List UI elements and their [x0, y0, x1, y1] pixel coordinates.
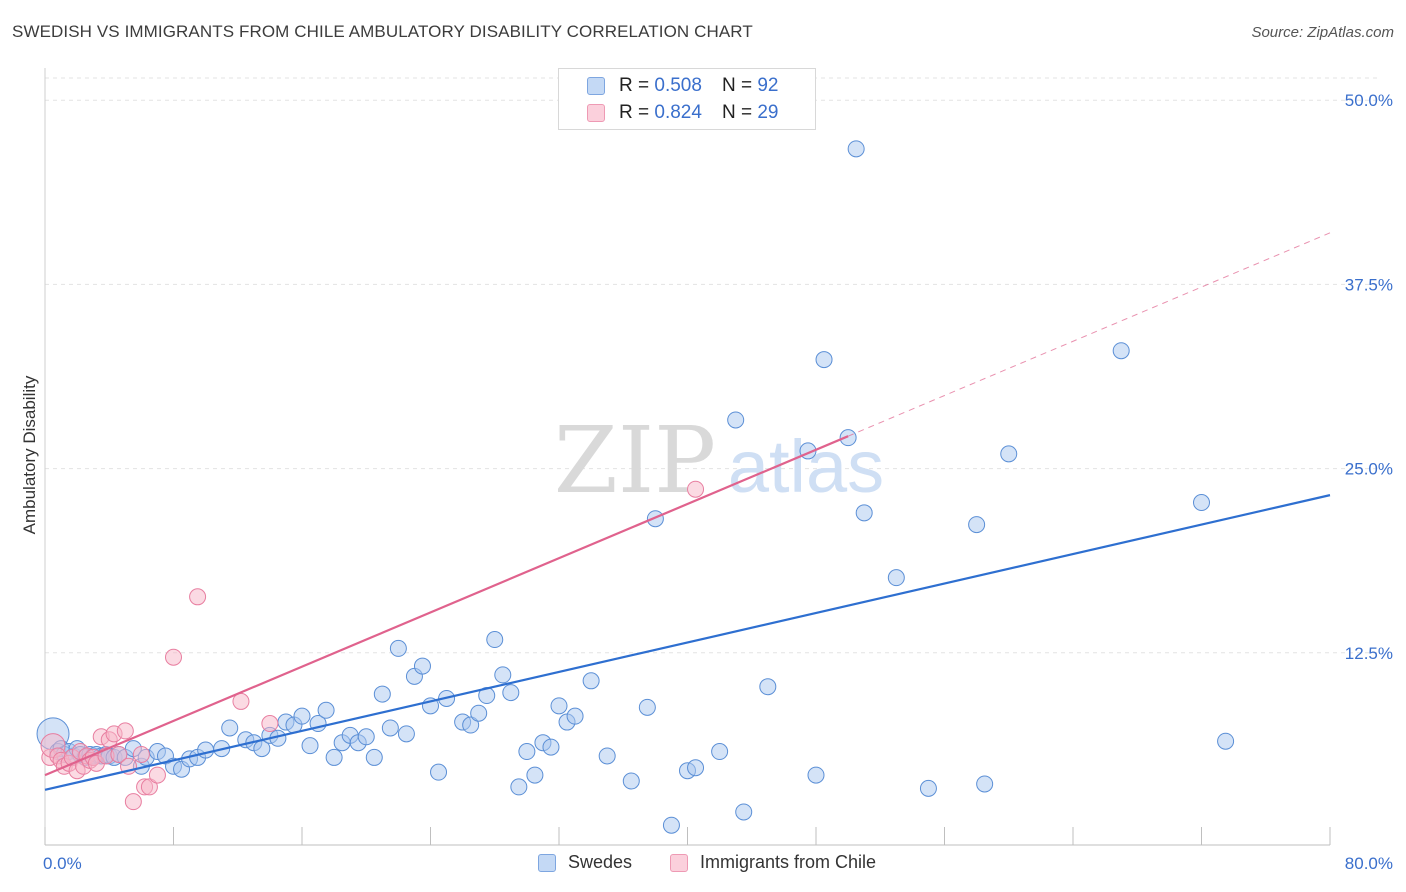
chile-point	[140, 778, 158, 796]
swedes-point	[381, 719, 399, 737]
source-label: Source: ZipAtlas.com	[1251, 24, 1394, 41]
axis-layer	[44, 68, 1331, 846]
swedes-point	[1112, 342, 1130, 360]
chile-point	[261, 715, 279, 733]
stats-r-value: 0.508	[654, 75, 702, 96]
swedes-point	[976, 775, 994, 793]
swedes-point	[325, 748, 343, 766]
chile-trend-line	[44, 435, 849, 777]
swedes-point	[550, 697, 568, 715]
chile-point	[148, 766, 166, 784]
swedes-point	[502, 684, 520, 702]
chile-point	[189, 588, 207, 606]
swedes-point	[1217, 732, 1235, 750]
stats-legend: R = 0.508 N = 92 R = 0.824 N = 29	[558, 68, 816, 130]
trend-lines	[44, 232, 1331, 791]
swedes-point	[839, 429, 857, 447]
stats-n-value: 92	[757, 75, 779, 96]
swedes-point	[357, 728, 375, 746]
tick-labels: 12.5% 25.0% 37.5% 50.0% 0.0% 80.0%	[43, 91, 1393, 873]
swedes-point	[847, 140, 865, 158]
stats-n-value: 29	[757, 102, 779, 123]
swedes-point	[542, 738, 560, 756]
swedes-point	[462, 716, 480, 734]
stats-r-value: 0.824	[654, 102, 702, 123]
x-tick-label-min: 0.0%	[43, 854, 82, 873]
swedes-point	[1000, 445, 1018, 463]
swedes-point	[727, 411, 745, 429]
swedes-point	[317, 701, 335, 719]
swedes-point	[526, 766, 544, 784]
swedes-point	[365, 748, 383, 766]
chile-point	[116, 722, 134, 740]
swedes-point	[622, 772, 640, 790]
swedes-point	[221, 719, 239, 737]
swedes-point	[293, 707, 311, 725]
swedes-point	[735, 803, 753, 821]
swedes-point	[759, 678, 777, 696]
swedes-trend-line	[44, 494, 1331, 791]
swedes-point	[582, 672, 600, 690]
swedes-point	[510, 778, 528, 796]
swedes-point	[919, 779, 937, 797]
swedes-point	[197, 741, 215, 759]
swedes-point	[1193, 494, 1210, 512]
watermark-atlas: atlas	[728, 425, 884, 508]
grid-layer	[45, 77, 1380, 654]
y-tick-label: 25.0%	[1345, 460, 1393, 479]
legend-label-swedes: Swedes	[568, 852, 633, 872]
watermark-zip: ZIP	[554, 407, 716, 514]
swedes-point	[807, 766, 825, 784]
stats-n-label: N =	[721, 102, 753, 123]
legend-item-chile[interactable]: Immigrants from Chile	[670, 852, 876, 873]
swedes-point	[638, 698, 656, 716]
stats-swatch-swedes	[587, 77, 605, 95]
swedes-point	[301, 737, 319, 755]
swedes-point	[518, 743, 536, 761]
stats-r-label: R =	[619, 102, 650, 123]
legend-item-swedes[interactable]: Swedes	[538, 852, 632, 873]
chile-points	[40, 480, 705, 811]
swedes-point	[815, 351, 833, 369]
stats-row-chile: R = 0.824 N = 29	[587, 100, 778, 126]
chile-trend-extension	[847, 232, 1331, 437]
swedes-point	[968, 516, 986, 534]
swedes-point	[662, 816, 680, 834]
y-tick-label: 12.5%	[1345, 644, 1393, 663]
swedes-point	[887, 569, 905, 587]
swedes-point	[389, 639, 407, 657]
swedes-point	[598, 747, 616, 765]
chile-point	[110, 745, 128, 763]
stats-swatch-chile	[587, 104, 605, 122]
legend-swatch-swedes	[538, 853, 556, 872]
swedes-point	[687, 759, 705, 777]
chart-title: SWEDISH VS IMMIGRANTS FROM CHILE AMBULAT…	[12, 22, 753, 41]
swedes-point	[855, 504, 873, 522]
swedes-point	[494, 666, 512, 684]
swedes-point	[397, 725, 415, 743]
stats-r-label: R =	[619, 75, 650, 96]
chile-point	[124, 793, 142, 811]
stats-row-swedes: R = 0.508 N = 92	[587, 73, 778, 99]
legend-label-chile: Immigrants from Chile	[700, 852, 877, 872]
swedes-point	[373, 685, 391, 703]
watermark: ZIP atlas	[554, 407, 884, 514]
x-tick-label-max: 80.0%	[1345, 854, 1393, 873]
y-tick-label: 37.5%	[1345, 275, 1393, 294]
y-tick-label: 50.0%	[1345, 91, 1393, 110]
swedes-point	[413, 657, 431, 675]
swedes-point	[430, 763, 448, 781]
swedes-point	[470, 704, 488, 722]
chile-point	[132, 745, 150, 763]
bottom-legend: Swedes Immigrants from Chile	[0, 850, 1406, 880]
chile-point	[687, 480, 705, 498]
swedes-point	[566, 707, 584, 725]
swedes-point	[711, 743, 729, 761]
swedes-point	[486, 631, 504, 649]
legend-swatch-chile	[670, 853, 688, 872]
stats-n-label: N =	[721, 75, 753, 96]
chile-point	[165, 648, 182, 666]
